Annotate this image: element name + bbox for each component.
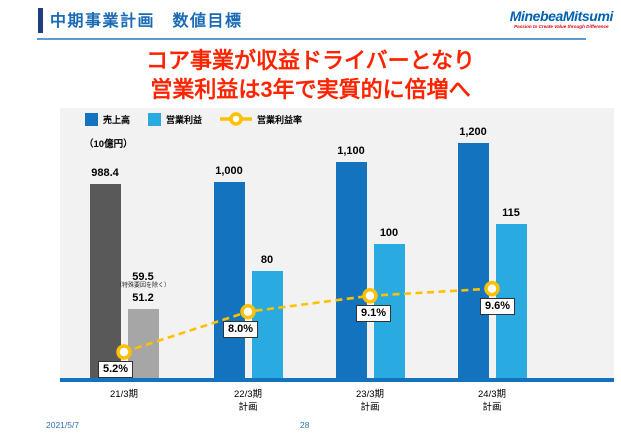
headline: コア事業が収益ドライバーとなり 営業利益は3年で実質的に倍増へ [0, 46, 621, 104]
headline-line1: コア事業が収益ドライバーとなり [146, 48, 475, 73]
ratio-marker [362, 288, 378, 304]
ratio-value-label: 9.1% [356, 304, 392, 322]
profit-value-label: 100 [379, 227, 399, 239]
logo-tagline: Passion to Create Value through Differen… [514, 24, 609, 29]
legend-line-marker-icon [220, 112, 253, 126]
chart-plot-area: 988.4 59.5 （特殊要因を除く） 51.2 1,000 80 1,100 100 1,2… [60, 108, 614, 378]
revenue-value-label: 988.4 [91, 167, 119, 180]
footer-date: 2021/5/7 [46, 420, 80, 430]
ratio-value-label: 9.6% [480, 297, 516, 315]
profit-note: （特殊要因を除く） [115, 283, 170, 290]
profit-value-label: 115 [502, 206, 520, 219]
unit-label: （10億円） [84, 139, 133, 150]
legend-item-3: 営業利益率 [220, 112, 302, 126]
ratio-line-layer [116, 280, 500, 360]
revenue-value-label: 1,000 [215, 165, 243, 177]
ratio-dashed-line [123, 287, 493, 354]
revenue-bar [335, 162, 367, 378]
logo-text: MinebeaMitsumi [509, 8, 614, 24]
legend-swatch-icon [85, 112, 98, 126]
page-title: 中期事業計画 数値目標 [50, 13, 243, 30]
x-axis-label-line1: 21/3期 [110, 389, 138, 400]
legend-label: 営業利益率 [257, 114, 303, 125]
x-axis-label-line2: 計画 [482, 402, 502, 413]
header-divider [37, 38, 586, 40]
x-axis-label-line1: 23/3期 [356, 389, 384, 400]
headline-line2: 営業利益は3年で実質的に倍増へ [150, 77, 471, 102]
chart-legend: 売上高 営業利益 営業利益率 [85, 112, 302, 126]
x-axis-label: 23/3期計画 [325, 388, 415, 414]
legend-swatch-icon [148, 112, 162, 126]
x-axis-label: 22/3期計画 [203, 388, 293, 414]
legend-label: 営業利益 [166, 114, 203, 125]
ratio-marker [116, 344, 132, 360]
legend-item-1: 売上高 [85, 112, 131, 126]
x-axis-label-line2: 計画 [360, 402, 380, 413]
x-axis-line [60, 378, 614, 382]
revenue-bar [457, 142, 489, 378]
page-number: 28 [300, 420, 310, 430]
ratio-marker [484, 280, 500, 297]
x-axis-label-line2: 計画 [238, 402, 258, 413]
revenue-value-label: 1,200 [459, 125, 487, 138]
x-axis-label: 21/3期 [79, 388, 169, 401]
revenue-bar [213, 182, 245, 378]
x-axis-label-line1: 24/3期 [478, 389, 506, 400]
revenue-bar [89, 184, 121, 378]
profit-note-value: 59.5 [132, 271, 154, 284]
ratio-value-label: 8.0% [223, 320, 259, 338]
profit-value-label: 80 [260, 253, 274, 266]
company-logo: MinebeaMitsumi Passion to Create Value t… [509, 8, 614, 30]
profit-label-with-note: 59.5 （特殊要因を除く） 51.2 [98, 271, 188, 305]
ratio-marker [240, 303, 256, 320]
profit-value-label: 51.2 [132, 292, 154, 305]
ratio-value-label: 5.2% [98, 361, 134, 378]
x-axis-label-line1: 22/3期 [234, 389, 262, 400]
legend-item-2: 営業利益 [148, 112, 203, 126]
title-marker [38, 8, 43, 33]
legend-label: 売上高 [103, 114, 131, 125]
x-axis-label: 24/3期計画 [447, 388, 537, 414]
revenue-value-label: 1,100 [337, 145, 365, 158]
